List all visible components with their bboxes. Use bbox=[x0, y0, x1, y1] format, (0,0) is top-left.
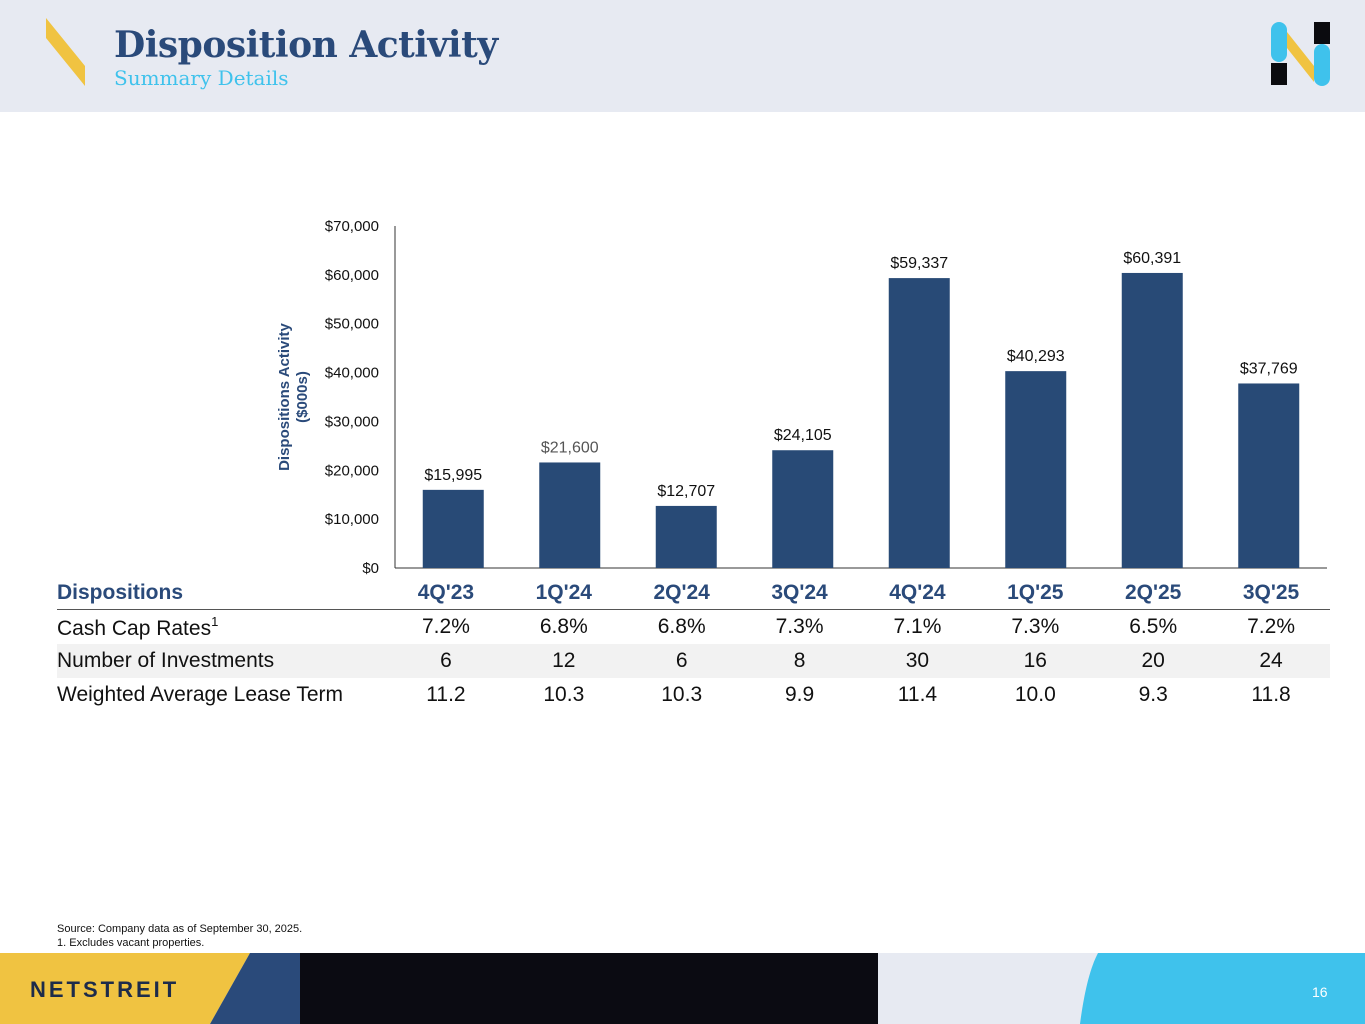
bar-data-label: $60,391 bbox=[1123, 250, 1181, 267]
bar-1Q25 bbox=[1005, 371, 1067, 568]
accent-chevron-icon bbox=[46, 18, 85, 86]
y-tick-label: $30,000 bbox=[325, 413, 379, 430]
dispositions-table: Dispositions 4Q'23 1Q'24 2Q'24 3Q'24 4Q'… bbox=[57, 577, 1330, 712]
footnote-marker: 1 bbox=[211, 613, 219, 629]
y-tick-label: $70,000 bbox=[325, 218, 379, 235]
table-cell: 6.8% bbox=[539, 615, 588, 638]
table-cell: 7.2% bbox=[1247, 615, 1295, 638]
bar-data-label: $24,105 bbox=[774, 427, 832, 444]
table-cell: 6.5% bbox=[1129, 615, 1178, 638]
footnote-1: 1. Excludes vacant properties. bbox=[57, 937, 205, 949]
dispositions-bar-chart: $0 $10,000 $20,000 $30,000 $40,000 $50,000 $60… bbox=[276, 218, 1327, 577]
source-note: Source: Company data as of September 30,… bbox=[57, 923, 303, 935]
row-label: Cash Cap Rates bbox=[57, 616, 212, 640]
row-label: Weighted Average Lease Term bbox=[57, 683, 344, 706]
bar-data-label: $37,769 bbox=[1240, 360, 1298, 377]
column-header: 4Q'23 bbox=[387, 577, 505, 610]
bar-data-label: $59,337 bbox=[890, 255, 948, 272]
table-cell: 6 bbox=[622, 644, 741, 678]
table-cell: 11.2 bbox=[426, 683, 466, 706]
table-row-weighted-average-lease-term: Weighted Average Lease Term 11.2 10.3 10… bbox=[57, 678, 1330, 712]
table-cell: 24 bbox=[1212, 644, 1330, 678]
footer-band bbox=[0, 953, 1365, 1024]
bar-data-label: $40,293 bbox=[1007, 348, 1065, 365]
footer-brand: NETSTREIT bbox=[30, 977, 180, 1002]
y-tick-label: $10,000 bbox=[325, 511, 379, 528]
bar-3Q24 bbox=[772, 450, 834, 568]
row-label: Number of Investments bbox=[57, 644, 387, 678]
bar-4Q24 bbox=[888, 278, 950, 568]
bar-4Q23 bbox=[422, 489, 484, 568]
table-cell: 7.3% bbox=[775, 615, 824, 638]
table-cell: 10.0 bbox=[1014, 683, 1056, 706]
table-row-cash-cap-rates: Cash Cap Rates1 7.2% 6.8% 6.8% 7.3% 7.1%… bbox=[57, 610, 1330, 645]
y-tick-label: $40,000 bbox=[325, 365, 379, 382]
page-title: Disposition Activity bbox=[114, 24, 498, 66]
y-tick-label: $0 bbox=[362, 560, 379, 577]
table-cell: 9.9 bbox=[784, 683, 815, 706]
y-tick-label: $60,000 bbox=[325, 267, 379, 284]
bar-data-label: $21,600 bbox=[541, 439, 599, 456]
bar-data-label: $12,707 bbox=[657, 483, 715, 500]
table-cell: 16 bbox=[976, 644, 1095, 678]
table-cell: 20 bbox=[1094, 644, 1213, 678]
bar-data-label: $15,995 bbox=[424, 467, 482, 484]
column-header: 4Q'24 bbox=[858, 577, 977, 610]
y-axis-title: Dispositions Activity($000s) bbox=[276, 322, 311, 470]
column-header: 1Q'24 bbox=[504, 577, 623, 610]
bar-3Q25 bbox=[1238, 383, 1300, 568]
table-cell: 11.8 bbox=[1251, 683, 1291, 706]
page-number: 16 bbox=[1312, 984, 1328, 1000]
page-subtitle: Summary Details bbox=[114, 66, 289, 90]
table-cell: 9.3 bbox=[1138, 683, 1168, 706]
table-cell: 10.3 bbox=[543, 683, 585, 706]
table-cell: 8 bbox=[740, 644, 859, 678]
column-header: 3Q'25 bbox=[1212, 577, 1330, 610]
footnotes: Source: Company data as of September 30,… bbox=[57, 922, 302, 950]
y-tick-label: $50,000 bbox=[325, 316, 379, 333]
column-header: 3Q'24 bbox=[740, 577, 859, 610]
bar-2Q24 bbox=[655, 505, 717, 568]
table-cell: 6.8% bbox=[657, 615, 706, 638]
table-header-row: Dispositions 4Q'23 1Q'24 2Q'24 3Q'24 4Q'… bbox=[57, 577, 1330, 610]
table-row-number-of-investments: Number of Investments 6 12 6 8 30 16 20 … bbox=[57, 644, 1330, 678]
table-cell: 12 bbox=[504, 644, 623, 678]
header-band: Disposition Activity Summary Details bbox=[0, 0, 1365, 112]
table-cell: 7.1% bbox=[893, 615, 942, 638]
table-header-label: Dispositions bbox=[57, 577, 387, 610]
table-cell: 11.4 bbox=[897, 683, 938, 706]
row-label-cell: Cash Cap Rates1 bbox=[57, 610, 387, 645]
column-header: 2Q'25 bbox=[1094, 577, 1213, 610]
table-cell: 7.2% bbox=[422, 615, 470, 638]
netstreit-logo-icon bbox=[1271, 22, 1330, 86]
column-header: 1Q'25 bbox=[976, 577, 1095, 610]
table-cell: 7.3% bbox=[1011, 615, 1060, 638]
table-cell: 30 bbox=[858, 644, 977, 678]
table-cell: 10.3 bbox=[661, 683, 703, 706]
bar-1Q24 bbox=[539, 462, 601, 568]
table-cell: 6 bbox=[387, 644, 505, 678]
y-tick-label: $20,000 bbox=[325, 462, 379, 479]
bar-2Q25 bbox=[1121, 272, 1183, 568]
column-header: 2Q'24 bbox=[622, 577, 741, 610]
